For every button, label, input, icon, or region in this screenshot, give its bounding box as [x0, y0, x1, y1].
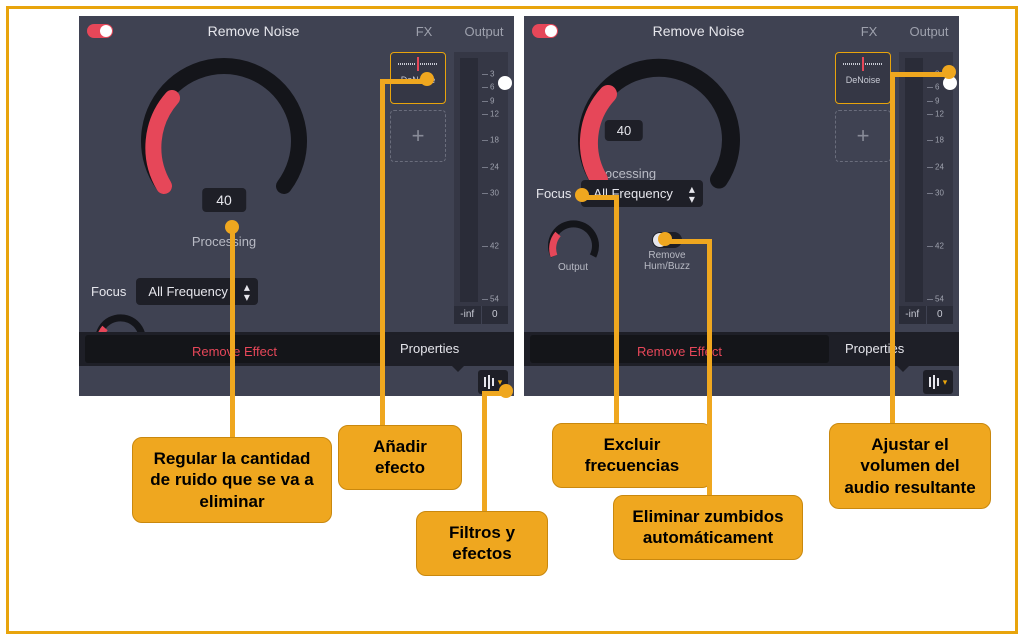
- callout-leader: [482, 391, 487, 513]
- callout-leader: [707, 239, 712, 497]
- meter-left-readout: -inf: [454, 306, 481, 324]
- fx-slot-label: DeNoise: [846, 75, 881, 85]
- output-ruler: 369121824304254: [927, 58, 951, 302]
- callout-hum-buzz: Eliminar zumbidos automáticament: [613, 495, 803, 560]
- noise-panel-left: Remove Noise FX Output 40 Processing Foc…: [79, 16, 514, 396]
- hum-label-1: Remove: [648, 250, 685, 261]
- callout-leader: [890, 72, 949, 77]
- callout-filters-effects: Filtros y efectos: [416, 511, 548, 576]
- chevron-down-icon: ▾: [943, 377, 948, 388]
- waveform-icon: [398, 57, 438, 71]
- focus-select[interactable]: All Frequency ▴▾: [136, 278, 257, 305]
- effect-enable-toggle[interactable]: [87, 24, 113, 38]
- meter-left-readout: -inf: [899, 306, 926, 324]
- callout-leader: [614, 195, 619, 423]
- effect-enable-toggle[interactable]: [532, 24, 558, 38]
- processing-dial[interactable]: 40: [124, 56, 324, 206]
- callout-leader: [665, 239, 709, 244]
- mixer-button[interactable]: ▾: [923, 370, 953, 394]
- panel-title: Remove Noise: [113, 23, 394, 39]
- fx-column-header: FX: [394, 24, 454, 39]
- infographic-frame: Remove Noise FX Output 40 Processing Foc…: [6, 6, 1018, 634]
- callout-leader: [890, 72, 895, 424]
- fx-add-slot[interactable]: +: [835, 110, 891, 162]
- output-meter: 369121824304254 -inf 0: [899, 52, 953, 324]
- fx-slot-denoise[interactable]: DeNoise: [835, 52, 891, 104]
- output-ruler: 369121824304254: [482, 58, 506, 302]
- callout-leader: [482, 391, 506, 396]
- focus-label: Focus: [91, 284, 126, 299]
- callout-add-effect: Añadir efecto: [338, 425, 462, 490]
- output-slider-handle[interactable]: [498, 76, 512, 90]
- output-meter: 369121824304254 -inf 0: [454, 52, 508, 324]
- dial-label: Processing: [79, 234, 369, 249]
- chevron-updown-icon: ▴▾: [689, 184, 695, 204]
- callout-output-volume: Ajustar el volumen del audio resultante: [829, 423, 991, 509]
- remove-effect-button[interactable]: Remove Effect: [530, 335, 829, 363]
- meter-right-readout: 0: [926, 306, 954, 324]
- output-sub-label: Output: [538, 262, 608, 273]
- properties-label[interactable]: Properties: [835, 332, 959, 366]
- output-column-header: Output: [899, 24, 959, 39]
- chevron-updown-icon: ▴▾: [244, 282, 250, 302]
- callout-leader: [380, 79, 427, 84]
- properties-label[interactable]: Properties: [390, 332, 514, 366]
- callout-exclude-freq: Excluir frecuencias: [552, 423, 712, 488]
- callout-noise-amount: Regular la cantidad de ruido que se va a…: [132, 437, 332, 523]
- focus-label: Focus: [536, 186, 571, 201]
- fx-slot-denoise[interactable]: DeNoise: [390, 52, 446, 104]
- processing-dial[interactable]: 40: [559, 52, 689, 152]
- output-mini-dial[interactable]: [546, 220, 601, 260]
- fx-add-slot[interactable]: +: [390, 110, 446, 162]
- dial-value: 40: [202, 188, 246, 212]
- hum-label-2: Hum/Buzz: [644, 261, 690, 272]
- waveform-icon: [843, 57, 883, 71]
- fx-column-header: FX: [839, 24, 899, 39]
- callout-leader: [582, 195, 616, 200]
- callout-leader: [380, 79, 385, 435]
- output-column-header: Output: [454, 24, 514, 39]
- dial-value: 40: [605, 120, 643, 141]
- focus-select-value: All Frequency: [148, 284, 227, 299]
- meter-right-readout: 0: [481, 306, 509, 324]
- panel-title: Remove Noise: [558, 23, 839, 39]
- focus-select[interactable]: All Frequency ▴▾: [581, 180, 702, 207]
- callout-leader: [230, 227, 235, 437]
